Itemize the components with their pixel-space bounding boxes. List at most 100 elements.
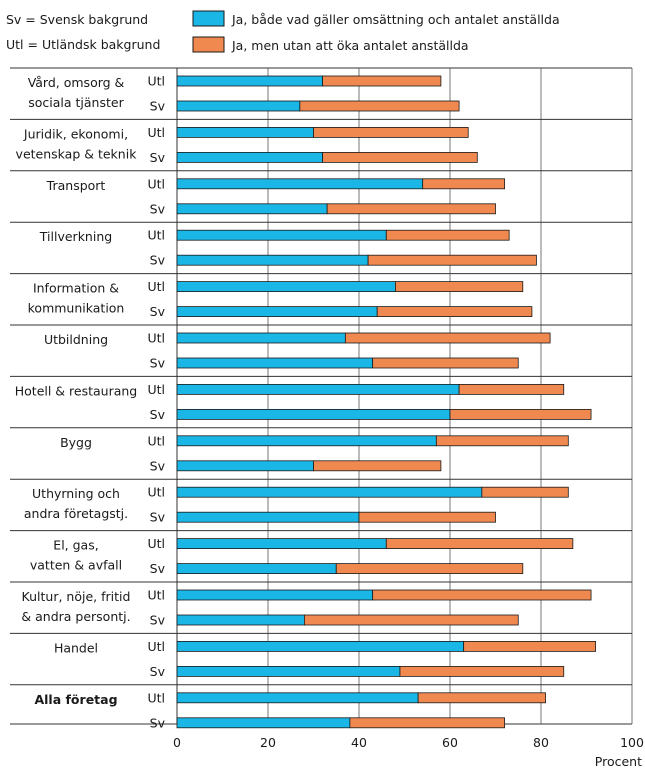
bar-segment-series-1 — [176, 666, 401, 677]
row-label: Sv — [150, 561, 166, 576]
row-label: Utl — [147, 279, 165, 294]
bar-segment-series-2 — [358, 511, 496, 523]
x-tick-label: 100 — [620, 735, 644, 750]
legend-swatch-series-2 — [192, 36, 225, 53]
row-label: Sv — [150, 356, 166, 371]
bar-segment-series-2 — [422, 178, 506, 190]
row-label: Sv — [150, 99, 166, 114]
group-label: sociala tjänster — [28, 95, 124, 110]
group-label: kommunikation — [28, 301, 125, 316]
x-tick-label: 0 — [173, 735, 181, 750]
legend-swatch-series-1 — [192, 10, 225, 27]
group-label: Utbildning — [44, 332, 108, 347]
row-label: Sv — [150, 304, 166, 319]
bar-segment-series-2 — [299, 100, 460, 112]
bar-segment-series-1 — [176, 100, 301, 112]
row-label: Sv — [150, 510, 166, 525]
x-tick-label: 40 — [351, 735, 367, 750]
group-label: Information & — [33, 281, 119, 296]
row-label: Utl — [147, 228, 165, 243]
row-label: Utl — [147, 74, 165, 89]
group-label: Vård, omsorg & — [28, 75, 125, 90]
row-label: Sv — [150, 253, 166, 268]
bar-segment-series-1 — [176, 332, 346, 344]
bar-segment-series-1 — [176, 563, 337, 574]
grid — [10, 67, 633, 725]
row-label: Sv — [150, 715, 166, 730]
bar-segment-series-1 — [176, 357, 374, 369]
bar-segment-series-1 — [176, 229, 387, 241]
bar-segment-series-2 — [322, 151, 478, 163]
row-label: Utl — [147, 433, 165, 448]
row-label: Sv — [150, 407, 166, 422]
bar-segment-series-2 — [449, 408, 592, 420]
bar-segment-series-1 — [176, 281, 396, 293]
bars — [176, 75, 596, 729]
group-label: El, gas, — [53, 538, 98, 553]
legend-abbrev-sv: Sv = Svensk bakgrund — [6, 12, 148, 27]
bar-segment-series-2 — [385, 538, 574, 549]
bar-segment-series-1 — [176, 460, 314, 472]
bar-segment-series-2 — [303, 614, 519, 626]
bar-segment-series-2 — [349, 717, 505, 729]
row-label: Sv — [150, 613, 166, 628]
row-label: Utl — [147, 588, 165, 603]
row-label: Sv — [150, 201, 166, 216]
x-axis: Procent 0 20 40 60 80 100 — [173, 735, 644, 769]
row-label: Sv — [150, 150, 166, 165]
group-label: vatten & avfall — [30, 558, 122, 573]
bar-segment-series-2 — [367, 254, 537, 266]
x-tick-label: 80 — [533, 735, 549, 750]
bar-segment-series-2 — [372, 357, 519, 369]
bar-segment-series-2 — [335, 563, 524, 574]
bar-segment-series-1 — [176, 203, 328, 215]
group-label: Juridik, ekonomi, — [23, 126, 128, 141]
row-label: Utl — [147, 176, 165, 191]
bar-segment-series-1 — [176, 717, 351, 729]
row-label: Utl — [147, 485, 165, 500]
row-label: Utl — [147, 536, 165, 551]
row-label: Utl — [147, 639, 165, 654]
legend-abbrev-utl: Utl = Utländsk bakgrund — [6, 37, 160, 52]
bar-segment-series-2 — [481, 486, 569, 498]
group-label: Alla företag — [34, 692, 117, 707]
group-label: Transport — [46, 178, 106, 193]
x-tick-label: 20 — [260, 735, 276, 750]
row-label: Utl — [147, 690, 165, 705]
group-label: andra företagstj. — [24, 506, 128, 521]
bar-segment-series-1 — [176, 127, 314, 138]
bar-segment-series-2 — [326, 203, 496, 215]
group-label: Tillverkning — [39, 229, 112, 244]
row-label: Sv — [150, 664, 166, 679]
bar-segment-series-1 — [176, 538, 387, 549]
bar-segment-series-1 — [176, 254, 369, 266]
row-label: Utl — [147, 331, 165, 346]
group-label: Handel — [54, 640, 98, 655]
x-axis-label: Procent — [595, 754, 642, 769]
group-label: Kultur, nöje, fritid — [22, 589, 131, 604]
legend-label-series-1: Ja, både vad gäller omsättning och antal… — [231, 12, 560, 27]
legend: Sv = Svensk bakgrund Utl = Utländsk bakg… — [6, 10, 560, 53]
bar-segment-series-1 — [176, 589, 374, 601]
group-label: vetenskap & teknik — [16, 146, 138, 161]
bar-segment-series-2 — [417, 692, 546, 704]
row-label: Utl — [147, 125, 165, 140]
group-label: Hotell & restaurang — [15, 383, 138, 398]
bar-segment-series-2 — [394, 281, 524, 293]
bar-segment-series-1 — [176, 614, 305, 626]
bar-segment-series-1 — [176, 435, 437, 447]
bar-segment-series-2 — [399, 666, 565, 677]
bar-segment-series-1 — [176, 383, 460, 395]
bar-segment-series-2 — [458, 383, 565, 395]
bar-segment-series-2 — [313, 460, 442, 472]
category-groups: Vård, omsorg & sociala tjänster Utl Sv Jurid… — [15, 74, 166, 731]
bar-segment-series-2 — [344, 332, 551, 344]
bar-segment-series-1 — [176, 408, 451, 420]
bar-segment-series-1 — [176, 306, 378, 318]
bar-segment-series-1 — [176, 641, 465, 652]
bar-segment-series-1 — [176, 151, 324, 163]
bar-segment-series-2 — [376, 306, 533, 318]
group-label: Bygg — [60, 435, 92, 450]
bar-segment-series-2 — [372, 589, 592, 601]
legend-label-series-2: Ja, men utan att öka antalet anställda — [231, 38, 469, 53]
